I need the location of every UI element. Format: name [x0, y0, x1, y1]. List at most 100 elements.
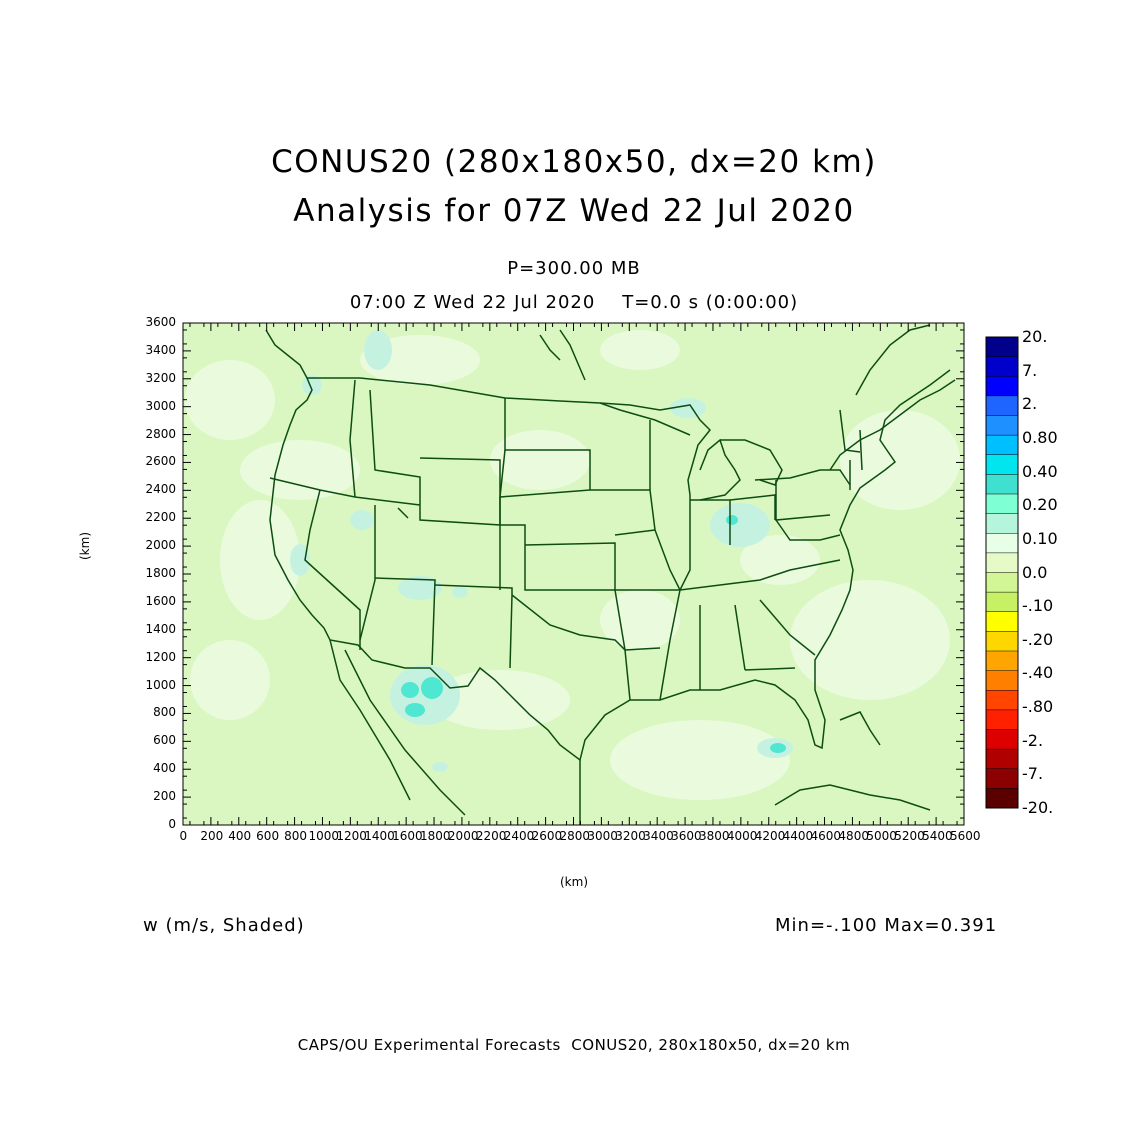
- x-tick-label: 3000: [587, 829, 618, 843]
- x-tick-label: 4400: [782, 829, 814, 843]
- x-tick-label: 800: [284, 829, 307, 843]
- colorbar-swatch: [986, 670, 1018, 691]
- variable-label: w (m/s, Shaded): [143, 915, 305, 936]
- x-tick-label: 2200: [475, 829, 507, 843]
- x-tick-label: 400: [228, 829, 252, 843]
- colorbar-swatch: [986, 376, 1018, 397]
- axis-ticks: [182, 322, 965, 826]
- colorbar-label: -20.: [1022, 798, 1054, 817]
- field-background: [183, 323, 964, 825]
- footer-credit: CAPS/OU Experimental Forecasts CONUS20, …: [297, 1036, 851, 1054]
- x-tick-label: 1200: [336, 829, 367, 843]
- colorbar-label: -2.: [1022, 730, 1044, 750]
- x-tick-label: 5600: [950, 829, 981, 843]
- y-axis-label: (km): [78, 531, 92, 560]
- y-tick-label: 3000: [145, 398, 176, 413]
- x-tick-label: 1600: [392, 829, 423, 843]
- x-tick-label: 2000: [447, 829, 479, 843]
- y-tick-label: 800: [153, 705, 176, 720]
- y-tick-label: 1800: [145, 566, 176, 580]
- y-tick-label: 2000: [145, 538, 176, 553]
- y-tick-label: 1600: [145, 593, 176, 608]
- y-tick-label: 3600: [145, 315, 176, 329]
- colorbar-swatch: [986, 611, 1018, 632]
- x-tick-label: 2600: [531, 829, 563, 843]
- colorbar-label: 0.10: [1022, 528, 1058, 548]
- y-tick-label: 400: [153, 761, 176, 776]
- x-tick-label: 1000: [308, 829, 339, 843]
- colorbar-label: 0.0: [1022, 562, 1048, 582]
- colorbar-swatch: [986, 631, 1018, 652]
- colorbar-swatch: [986, 592, 1018, 613]
- x-tick-label: 600: [256, 829, 280, 843]
- x-tick-label: 5200: [894, 829, 925, 843]
- x-tick-label: 2800: [559, 829, 591, 843]
- x-tick-label: 3600: [671, 829, 702, 843]
- strong-updraft-patches: [401, 515, 786, 753]
- colorbar-swatch: [986, 395, 1018, 416]
- x-tick-label: 3800: [698, 829, 730, 843]
- colorbar-swatch: [986, 356, 1018, 377]
- colorbar-label: -7.: [1022, 764, 1044, 784]
- colorbar-swatch: [986, 513, 1018, 534]
- colorbar-swatch: [986, 474, 1018, 495]
- x-tick-label: 4600: [810, 829, 842, 843]
- x-tick-label: 4000: [726, 829, 758, 843]
- y-tick-label: 1000: [145, 677, 176, 692]
- colorbar-swatch: [986, 651, 1018, 672]
- x-axis-label: (km): [560, 875, 589, 889]
- x-tick-label: 0: [179, 829, 188, 843]
- min-max-label: Min=-.100 Max=0.391: [775, 915, 998, 936]
- colorbar-swatch: [986, 768, 1018, 789]
- y-tick-label: 2200: [145, 510, 176, 525]
- colorbar-swatch: [986, 454, 1018, 475]
- x-tick-label: 3400: [643, 829, 674, 843]
- x-tick-label: 4200: [754, 829, 786, 843]
- colorbar-label: 0.40: [1022, 461, 1058, 481]
- y-tick-label: 3200: [145, 370, 176, 385]
- colorbar-label: 0.20: [1022, 495, 1058, 515]
- y-tick-label: 2400: [145, 482, 176, 497]
- colorbar-label: -.80: [1022, 697, 1054, 717]
- y-tick-label: 3400: [145, 342, 176, 357]
- colorbar-label: 2.: [1022, 394, 1038, 414]
- colorbar-swatch: [986, 552, 1018, 573]
- y-tick-label: 200: [153, 789, 176, 804]
- y-tick-label: 0: [168, 817, 176, 831]
- pressure-level: P=300.00 MB: [507, 258, 641, 279]
- colorbar-swatch: [986, 749, 1018, 770]
- y-tick-label: 2800: [145, 426, 176, 441]
- colorbar-label: 20.: [1022, 327, 1048, 346]
- colorbar: [985, 336, 1019, 809]
- x-tick-label: 5400: [922, 829, 953, 843]
- colorbar-label: 0.80: [1022, 427, 1058, 447]
- valid-time: 07:00 Z Wed 22 Jul 2020 T=0.0 s (0:00:00…: [349, 292, 799, 313]
- colorbar-label: -.40: [1022, 663, 1054, 683]
- y-tick-label: 1400: [145, 621, 176, 636]
- x-tick-label: 4800: [838, 829, 869, 843]
- x-tick-label: 1400: [364, 829, 395, 843]
- political-boundaries: [265, 324, 956, 825]
- colorbar-label: 7.: [1022, 360, 1038, 380]
- colorbar-swatch: [986, 709, 1018, 730]
- colorbar-swatch: [986, 337, 1018, 358]
- colorbar-swatch: [986, 435, 1018, 456]
- colorbar-swatch: [986, 415, 1018, 436]
- y-tick-label: 1200: [145, 649, 176, 664]
- colorbar-swatch: [986, 690, 1018, 711]
- colorbar-label: -.10: [1022, 596, 1054, 616]
- x-tick-label: 3200: [615, 829, 646, 843]
- colorbar-swatch: [986, 533, 1018, 554]
- x-tick-label: 1800: [420, 829, 451, 843]
- y-tick-label: 2600: [145, 454, 176, 469]
- colorbar-swatch: [986, 572, 1018, 593]
- colorbar-frame: [985, 336, 1019, 809]
- x-tick-label: 2400: [503, 829, 535, 843]
- map-title-line1: CONUS20 (280x180x50, dx=20 km): [271, 144, 877, 180]
- colorbar-swatch: [986, 494, 1018, 515]
- y-tick-label: 600: [153, 733, 176, 748]
- x-tick-label: 5000: [866, 829, 897, 843]
- x-tick-label: 200: [200, 829, 224, 843]
- map-title-line2: Analysis for 07Z Wed 22 Jul 2020: [293, 193, 855, 229]
